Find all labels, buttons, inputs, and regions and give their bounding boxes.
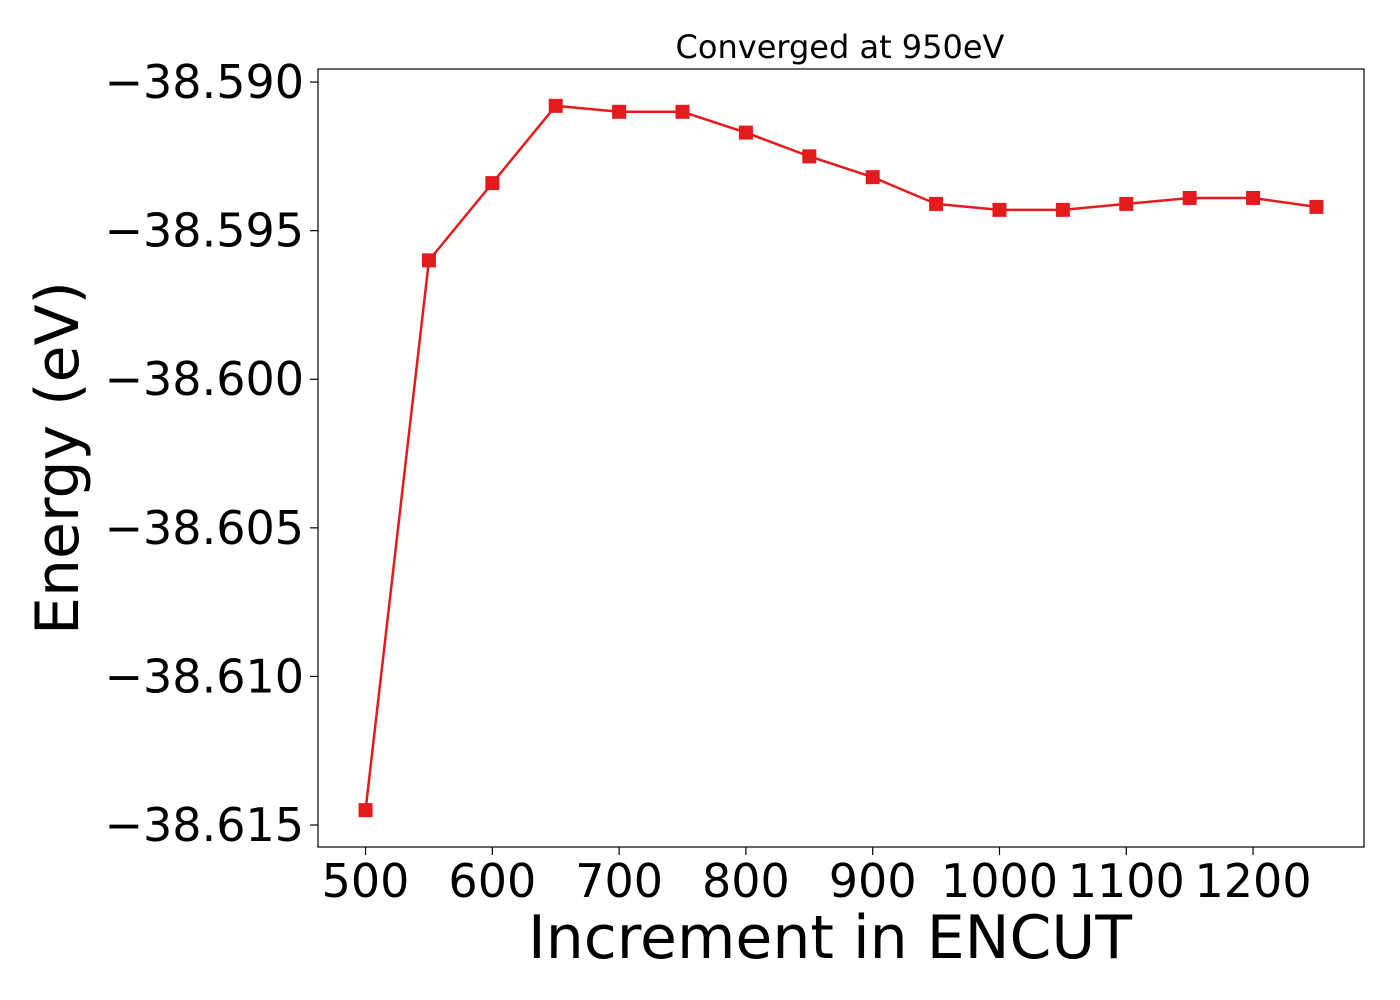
data-point [358, 803, 373, 818]
data-point [929, 196, 944, 211]
x-tick-label: 700 [575, 854, 663, 908]
y-axis-title: Energy (eV) [23, 281, 93, 635]
y-tick-label: −38.615 [105, 798, 305, 852]
x-axis-title: Increment in ENCUT [528, 903, 1132, 973]
x-tick-label: 1200 [1195, 854, 1312, 908]
data-point [1182, 190, 1197, 205]
data-point [1309, 199, 1324, 214]
data-point [485, 176, 500, 191]
data-point [992, 202, 1007, 217]
x-tick-label: 900 [829, 854, 917, 908]
data-point [738, 125, 753, 140]
data-point [1055, 202, 1070, 217]
y-axis: −38.590 −38.595 −38.600 −38.605 −38.610 −38.6… [105, 55, 318, 852]
x-tick-label: 600 [448, 854, 536, 908]
data-point [802, 149, 817, 164]
data-point [548, 98, 563, 113]
x-tick-label: 500 [322, 854, 410, 908]
y-tick-label: −38.600 [105, 352, 305, 406]
y-tick-label: −38.610 [105, 649, 305, 703]
chart-title: Converged at 950eV [676, 28, 1005, 66]
data-point [1246, 190, 1261, 205]
y-tick-label: −38.605 [105, 501, 305, 555]
x-tick-label: 1100 [1068, 854, 1185, 908]
x-tick-label: 800 [702, 854, 790, 908]
x-axis: 500 600 700 800 900 1000 1100 1200 [322, 847, 1312, 908]
series-layer [358, 98, 1324, 818]
plot-frame [317, 68, 1365, 848]
data-point [675, 104, 690, 119]
data-point [865, 170, 880, 185]
data-point [612, 104, 627, 119]
x-tick-label: 1000 [941, 854, 1058, 908]
y-tick-label: −38.595 [105, 204, 305, 258]
plot-area [317, 68, 1365, 848]
series-line [364, 104, 1317, 811]
data-point [421, 253, 436, 268]
y-tick-label: −38.590 [105, 55, 305, 109]
data-point [1119, 196, 1134, 211]
